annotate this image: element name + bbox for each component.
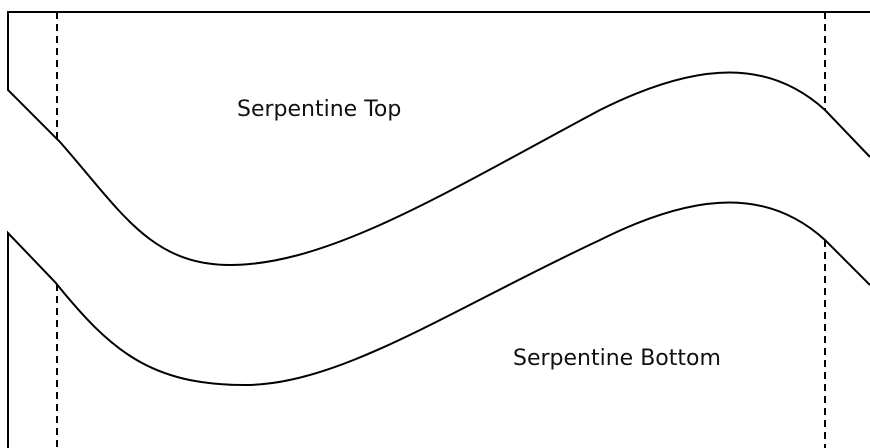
bottom-outline	[7, 201, 870, 448]
top-outline	[7, 11, 870, 267]
label-top: Serpentine Top	[237, 97, 401, 122]
label-bottom: Serpentine Bottom	[513, 346, 721, 371]
